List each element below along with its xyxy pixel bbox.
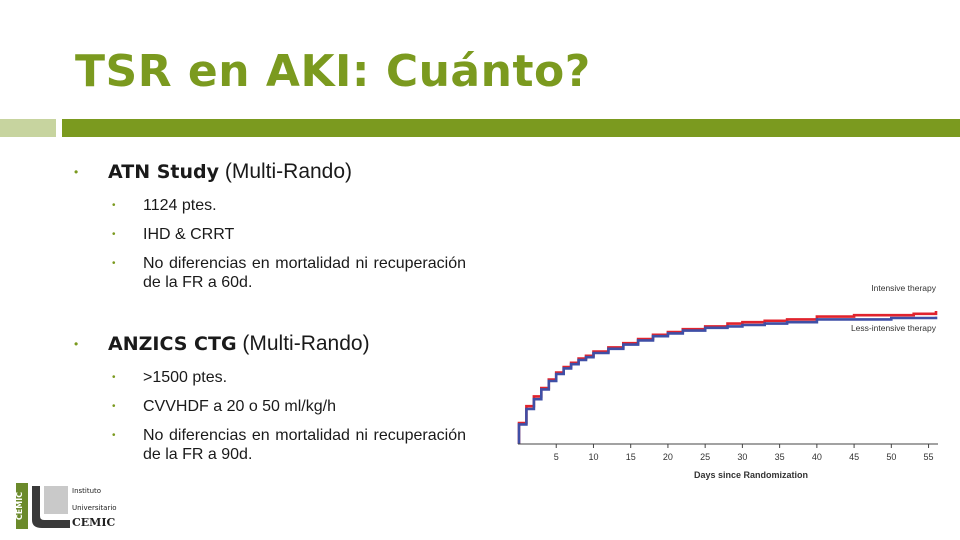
logo-vertical-text: CEMIC [15,492,24,520]
section-heading-rest: (Multi-Rando) [219,160,353,183]
x-tick-label: 40 [812,452,822,462]
logo-block [44,486,68,514]
x-tick-label: 5 [554,452,559,462]
x-ticks: 5 10 15 20 25 30 35 40 45 50 55 [554,444,934,462]
series-line-less-intensive [517,316,938,444]
x-tick-label: 20 [663,452,673,462]
logo-line1: Instituto [72,487,101,495]
x-tick-label: 10 [588,452,598,462]
section-heading-bold: ANZICS CTG [108,333,237,355]
bullet-list: • ATN Study (Multi-Rando) • 1124 ptes. •… [74,158,466,464]
list-item: • No diferencias en mortalidad ni recupe… [74,254,466,292]
list-item-text: 1124 ptes. [143,197,217,214]
list-item-text: IHD & CRRT [143,226,235,243]
section-heading-atn: • ATN Study (Multi-Rando) [74,158,466,186]
bullet-icon: • [112,258,116,269]
list-item-text: No diferencias en mortalidad ni recupera… [143,427,466,463]
x-tick-label: 30 [737,452,747,462]
x-tick-label: 45 [849,452,859,462]
x-tick-label: 55 [924,452,934,462]
x-tick-label: 15 [626,452,636,462]
list-item-text: >1500 ptes. [143,369,228,386]
list-item: • 1124 ptes. [74,196,466,215]
logo-line2: Universitario [72,504,117,512]
bullet-icon: • [74,165,79,179]
bullet-icon: • [112,229,116,240]
bullet-icon: • [112,200,116,211]
x-axis-label: Days since Randomization [694,470,808,480]
x-tick-label: 25 [700,452,710,462]
x-tick-label: 50 [886,452,896,462]
bullet-icon: • [74,337,79,351]
bullet-icon: • [112,372,116,383]
legend-less-intensive: Less-intensive therapy [851,323,937,333]
x-tick-label: 35 [775,452,785,462]
section-heading-anzics: • ANZICS CTG (Multi-Rando) [74,330,466,358]
list-item-text: No diferencias en mortalidad ni recupera… [143,255,466,291]
bullet-icon: • [112,430,116,441]
logo-line3: CEMIC [72,516,115,529]
section-heading-rest: (Multi-Rando) [236,332,370,355]
logo-shape [32,486,70,528]
list-item: • >1500 ptes. [74,368,466,387]
page-title: TSR en AKI: Cuánto? [75,46,591,97]
section-heading-bold: ATN Study [108,161,219,183]
list-item: • IHD & CRRT [74,225,466,244]
cemic-logo: CEMIC Instituto Universitario CEMIC [15,483,117,529]
list-item: • CVVHDF a 20 o 50 ml/kg/h [74,397,466,416]
title-rule [62,119,960,137]
survival-chart: 5 10 15 20 25 30 35 40 45 50 55 Days since Randomi… [517,283,938,480]
bullet-icon: • [112,401,116,412]
title-rule-accent [0,119,56,137]
logo-vertical-bar [16,483,28,529]
list-item-text: CVVHDF a 20 o 50 ml/kg/h [143,398,336,415]
plot-area [517,311,938,444]
list-item: • No diferencias en mortalidad ni recupe… [74,426,466,464]
legend-intensive: Intensive therapy [871,283,936,293]
